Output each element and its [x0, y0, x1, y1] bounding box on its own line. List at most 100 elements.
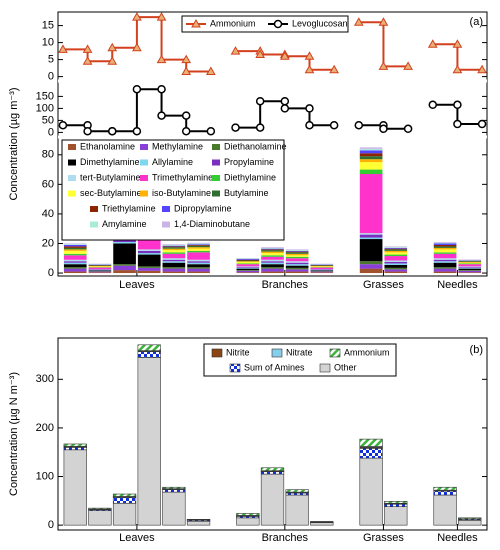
bar-segment — [458, 268, 482, 271]
bar-segment — [162, 258, 186, 260]
legend-label: Trimethylamine — [152, 172, 213, 182]
bar-segment — [458, 261, 482, 263]
marker — [452, 64, 463, 74]
bar-segment — [285, 489, 309, 493]
bar-segment — [433, 247, 457, 250]
bar-segment — [63, 255, 87, 260]
bar-segment — [310, 272, 334, 274]
bar-segment — [285, 251, 309, 253]
bar-segment — [236, 270, 260, 271]
legend-label: Allylamine — [152, 157, 193, 167]
bar-segment — [458, 272, 482, 274]
x-tick-label: Branches — [262, 532, 309, 544]
bar-segment — [359, 174, 383, 234]
bar-segment — [261, 271, 284, 274]
legend-swatch — [162, 221, 170, 228]
bar-segment — [162, 248, 186, 251]
bar-segment — [88, 271, 112, 273]
bar-segment — [137, 266, 161, 268]
bar-segment — [187, 268, 210, 272]
y-tick-label: 0 — [48, 126, 54, 138]
y-tick-label: 15 — [42, 20, 54, 32]
bar-segment — [285, 262, 309, 265]
y-axis-label: Concentration (µg N m⁻³) — [8, 372, 20, 496]
marker — [83, 126, 92, 136]
legend-label: Dimethylamine — [80, 157, 140, 167]
bar-segment — [236, 267, 260, 269]
bar-segment — [63, 250, 87, 254]
bar-segment — [113, 270, 136, 274]
marker — [403, 124, 413, 134]
marker — [304, 64, 315, 74]
bar-segment — [310, 270, 334, 272]
bar-segment — [285, 261, 309, 263]
legend-swatch — [212, 175, 220, 181]
panel-label: (b) — [470, 344, 483, 356]
bar-segment — [359, 156, 383, 160]
bar-segment — [88, 272, 112, 274]
bar-segment — [63, 447, 87, 451]
bar-segment — [63, 449, 87, 526]
y-tick-label: 300 — [36, 373, 54, 385]
bar-segment — [384, 256, 408, 261]
legend-label: Diethylamine — [224, 172, 276, 182]
marker — [477, 64, 487, 74]
x-tick-label: Grasses — [363, 279, 404, 291]
bar-segment — [137, 249, 161, 251]
marker — [156, 12, 167, 21]
legend-label: Amylamine — [102, 219, 147, 229]
bar-segment — [261, 249, 284, 251]
marker — [156, 54, 167, 64]
legend-swatch — [140, 159, 148, 166]
y-tick-label: 20 — [42, 237, 54, 249]
marker — [255, 123, 265, 132]
bar-segment — [433, 267, 457, 269]
bar-segment — [359, 457, 383, 526]
bar-segment — [187, 271, 210, 274]
bar-segment — [63, 243, 87, 245]
marker — [191, 18, 201, 28]
bar-segment — [261, 259, 284, 262]
bar-segment — [359, 147, 383, 149]
bar-segment — [359, 233, 383, 235]
marker — [379, 124, 388, 134]
legend-label: Ethanolamine — [80, 141, 135, 151]
bar-segment — [359, 438, 383, 447]
legend-swatch — [212, 190, 220, 197]
x-tick-label: Leaves — [119, 279, 155, 291]
x-tick-label: Grasses — [363, 532, 404, 544]
legend-swatch — [140, 175, 148, 181]
marker — [427, 39, 438, 48]
legend-swatch — [140, 190, 148, 197]
bar-segment — [162, 245, 186, 247]
y-tick-label: 200 — [36, 422, 54, 434]
bar-segment — [285, 494, 309, 526]
y-tick-label: 100 — [36, 470, 54, 482]
bar-segment — [310, 522, 334, 526]
legend-label: Other — [334, 362, 357, 372]
bar-segment — [384, 261, 408, 264]
bar-segment — [162, 271, 186, 274]
bar-segment — [261, 268, 284, 272]
bar-segment — [137, 344, 161, 351]
marker — [231, 123, 240, 132]
bar-segment — [112, 502, 137, 526]
legend-label: iso-Butylamine — [152, 188, 211, 198]
bar-segment — [162, 250, 186, 253]
bar-segment — [359, 234, 383, 238]
bar-segment — [285, 258, 309, 262]
bar-segment — [384, 271, 408, 274]
bar-segment — [236, 259, 260, 260]
y-tick-label: 150 — [36, 90, 54, 102]
marker — [452, 39, 463, 48]
bar-segment — [433, 486, 457, 491]
bar-segment — [187, 262, 210, 265]
bar-segment — [113, 264, 136, 266]
marker — [329, 64, 339, 74]
bar-segment — [137, 357, 161, 526]
bar-segment — [261, 256, 284, 260]
bar-segment — [187, 242, 210, 244]
bar-segment — [137, 254, 161, 267]
bar-segment — [63, 244, 87, 245]
